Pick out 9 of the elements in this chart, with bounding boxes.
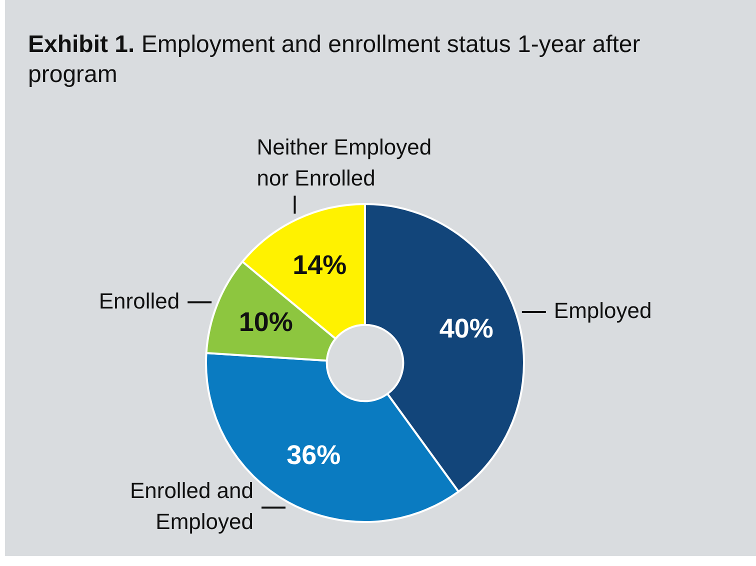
slice-label: Enrolled <box>98 288 180 314</box>
data-label: 36% <box>286 440 341 470</box>
data-label: 40% <box>439 314 494 344</box>
slice-label: Employed <box>554 298 652 324</box>
data-label: 14% <box>292 250 347 280</box>
slice-label: Neither Employed nor Enrolled <box>256 134 432 191</box>
chart-title: Exhibit 1. Employment and enrollment status 1-year after program <box>28 30 642 90</box>
slice-label: Enrolled and Employed <box>130 478 254 534</box>
data-label: 10% <box>238 307 293 338</box>
